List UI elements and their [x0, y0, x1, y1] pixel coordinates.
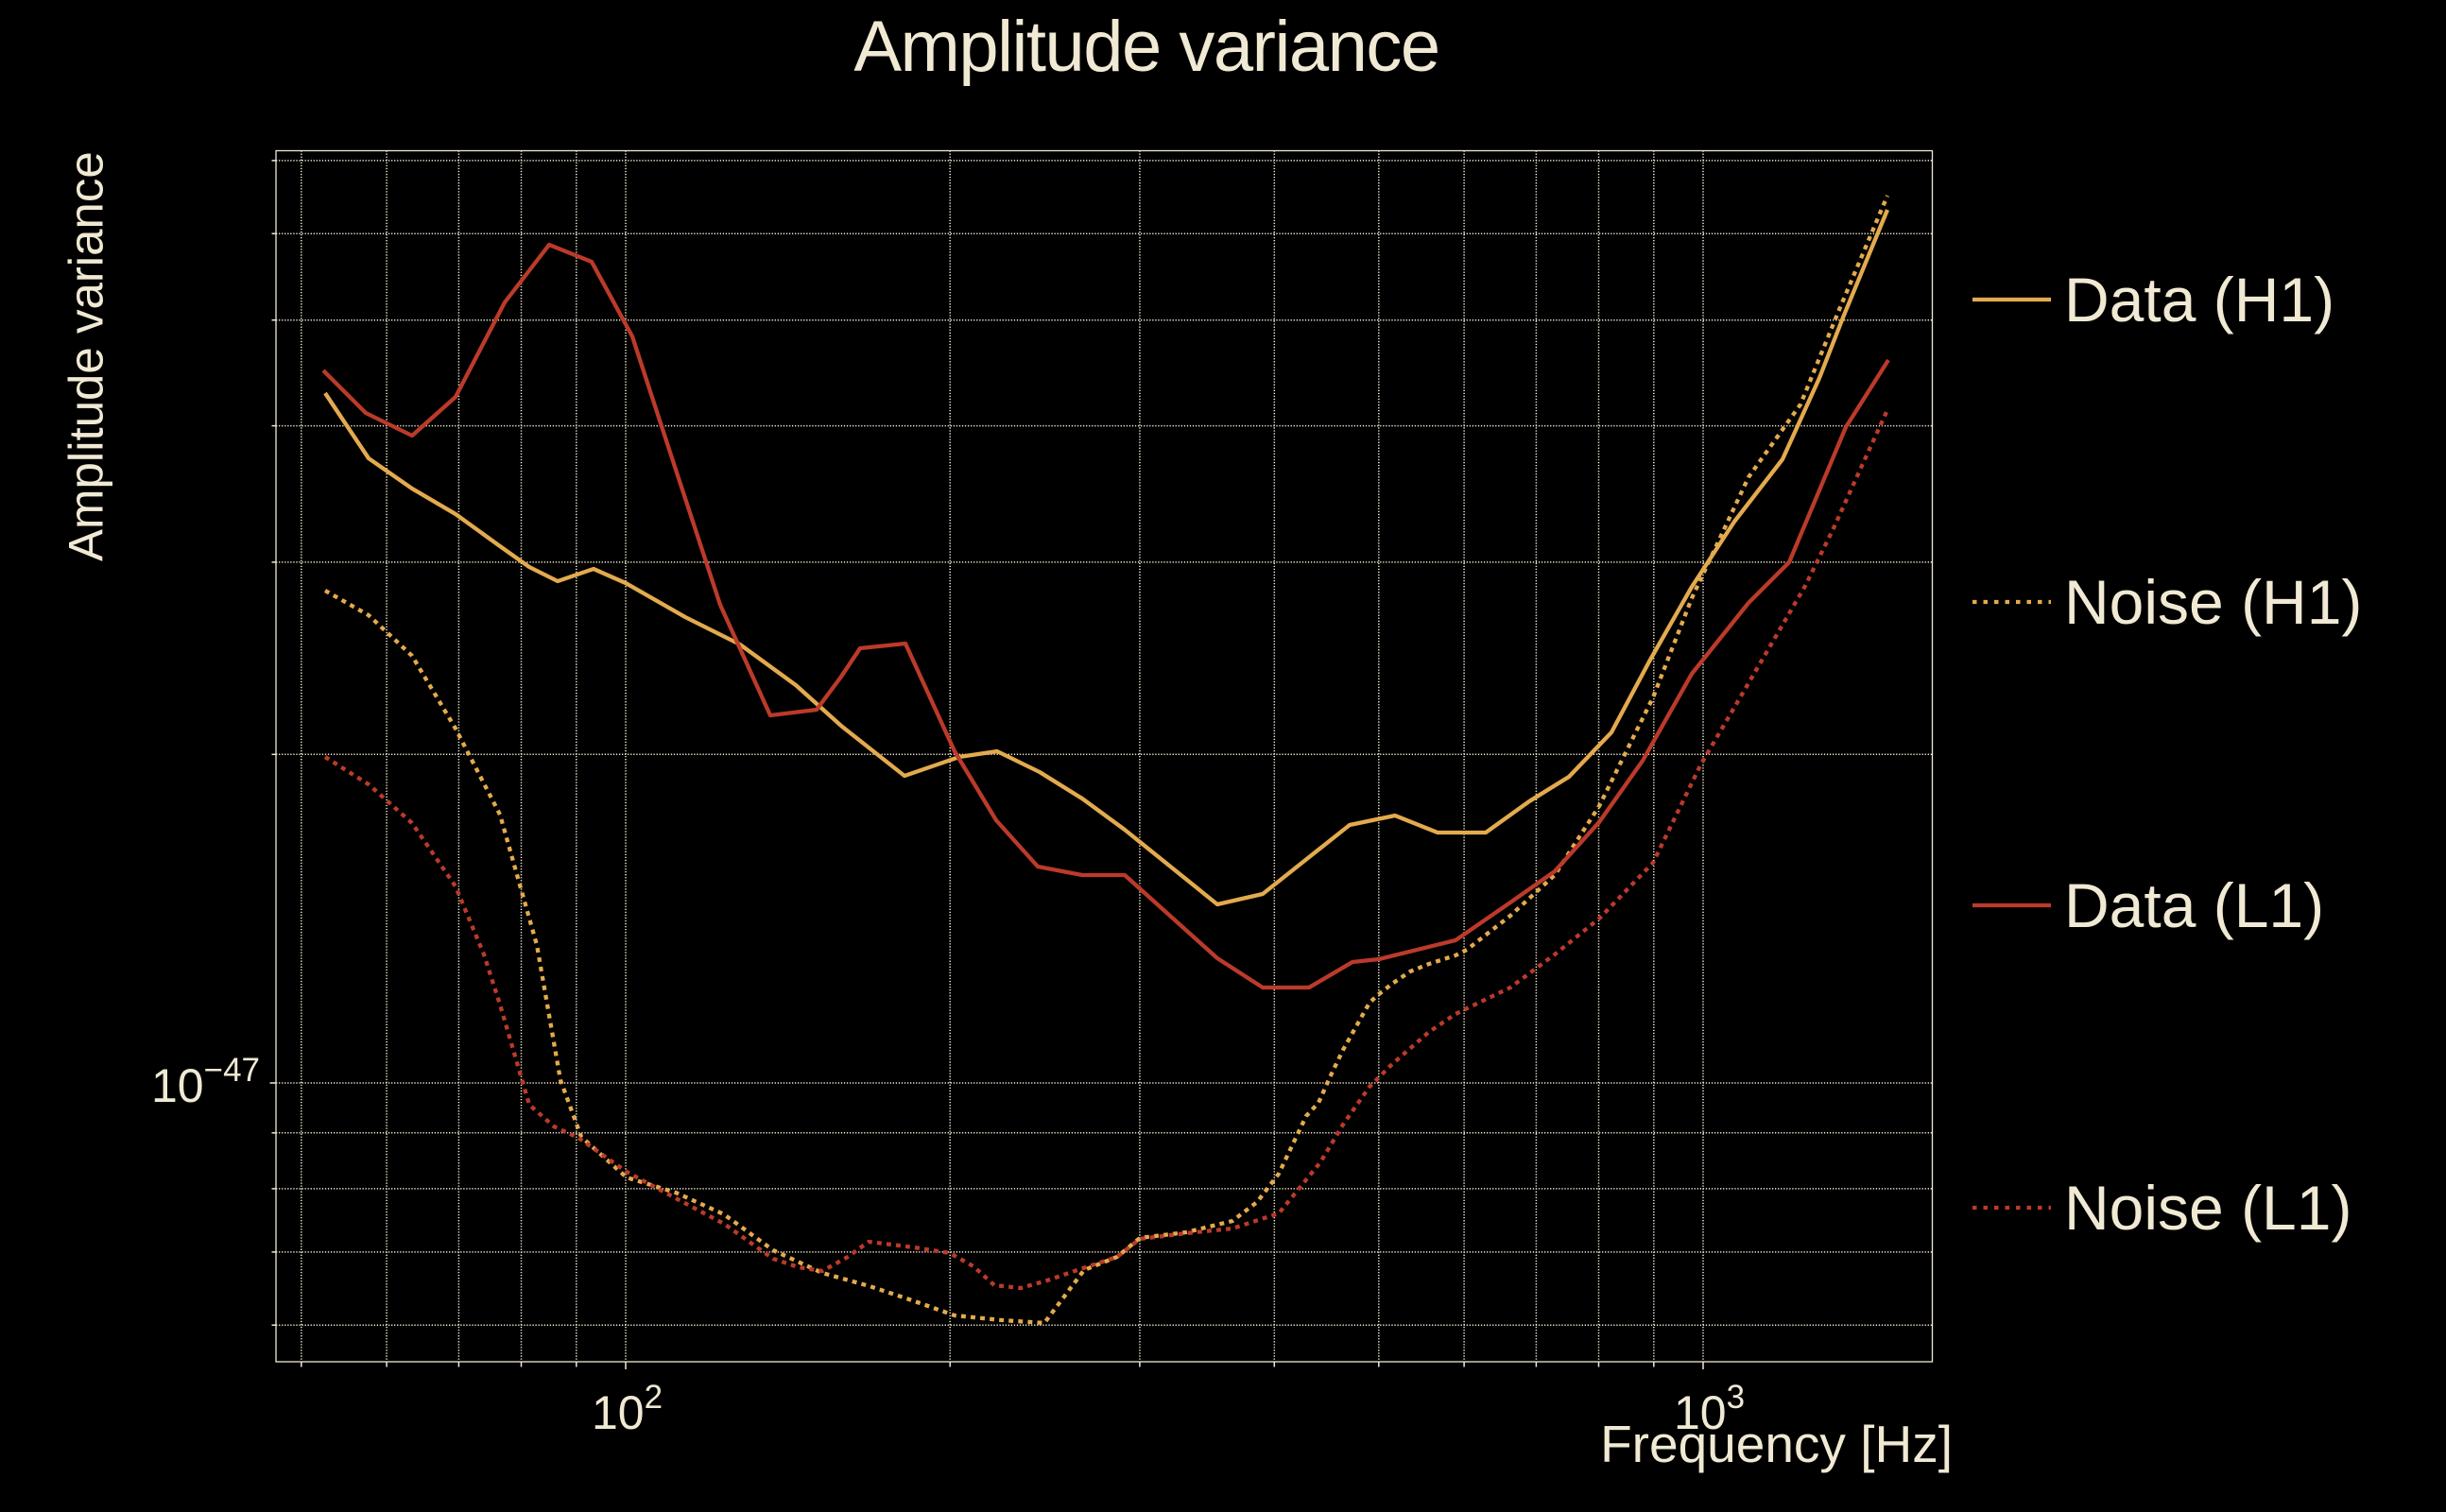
svg-text:Data (H1): Data (H1) [2064, 265, 2334, 335]
svg-text:Amplitude variance: Amplitude variance [60, 151, 113, 561]
svg-text:Noise (H1): Noise (H1) [2064, 567, 2362, 637]
svg-text:102: 102 [592, 1379, 663, 1439]
svg-text:Data (L1): Data (L1) [2064, 870, 2324, 940]
svg-text:Frequency [Hz]: Frequency [Hz] [1600, 1415, 1953, 1473]
svg-text:Amplitude variance: Amplitude variance [853, 7, 1438, 87]
svg-text:Noise (L1): Noise (L1) [2064, 1173, 2351, 1243]
